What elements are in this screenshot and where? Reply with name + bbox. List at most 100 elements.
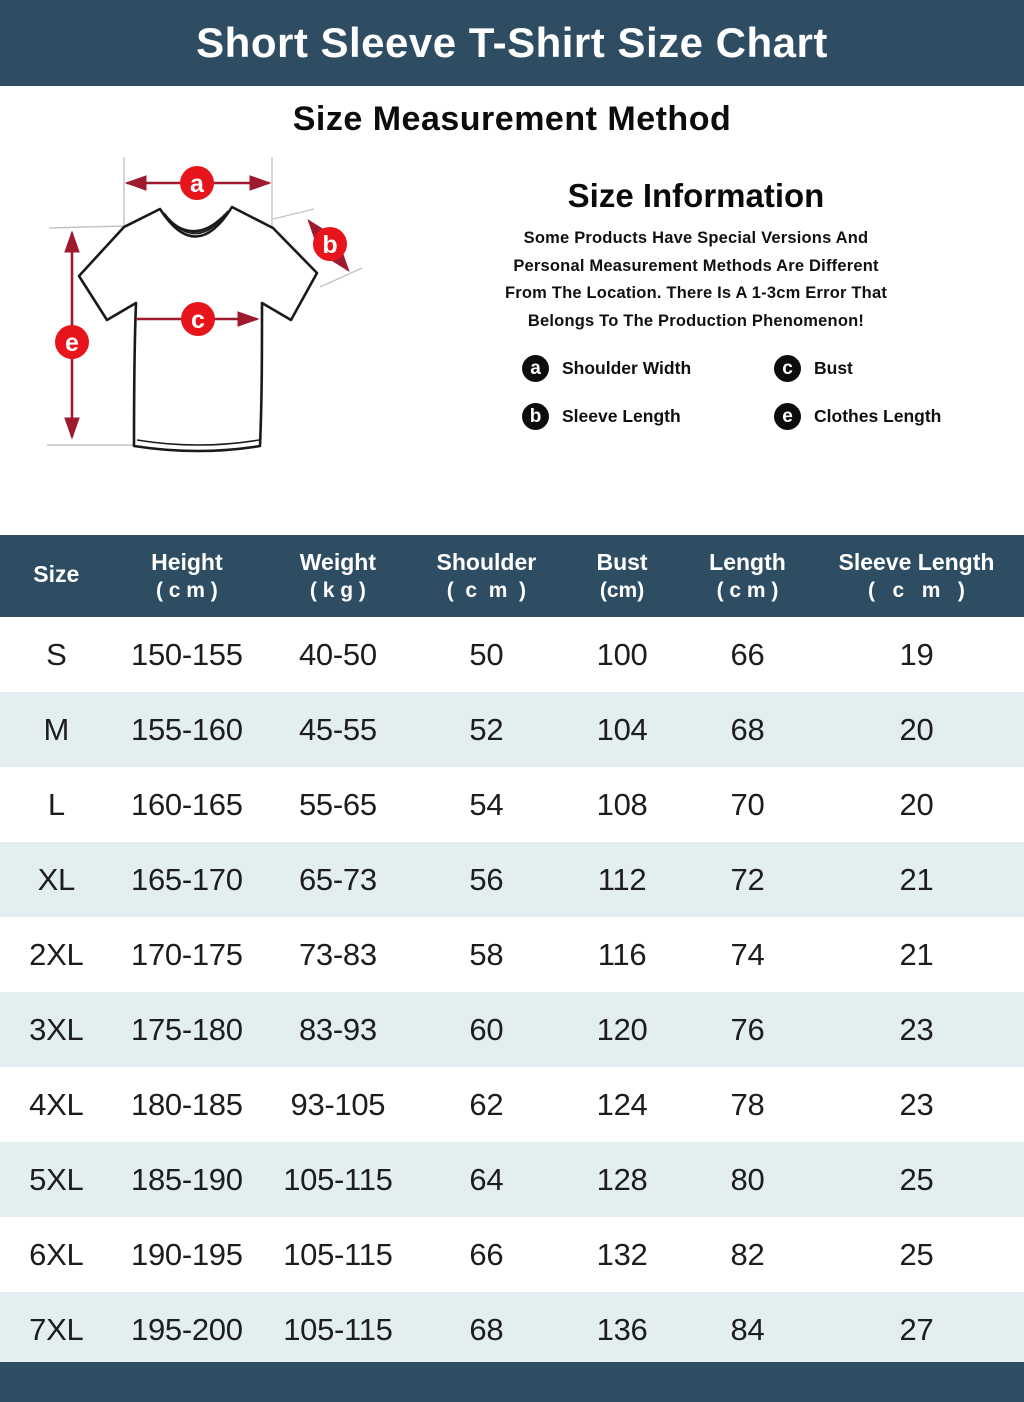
measurement-method-title: Size Measurement Method [292, 100, 732, 138]
title-banner: Short Sleeve T-Shirt Size Chart [0, 0, 1024, 86]
table-cell: 7XL [29, 1311, 84, 1347]
table-cell: 105-115 [283, 1236, 393, 1272]
marker-e-circle [55, 325, 89, 359]
table-cell: 27 [899, 1311, 934, 1347]
table-cell: 66 [730, 636, 765, 672]
legend-label: Bust [814, 358, 853, 378]
column-header-shoulder: Shoulder( c m ) [414, 535, 559, 617]
tshirt-diagram-container: a b c e [0, 139, 404, 535]
table-cell: 56 [469, 861, 504, 897]
table-cell: 190-195 [131, 1236, 243, 1272]
column-header-weight: Weight( k g ) [261, 535, 415, 617]
note-line: Personal Measurement Methods Are Differe… [513, 256, 879, 275]
table-cell: 23 [899, 1086, 934, 1122]
table-row: 5XL 185-190 105-115 64 128 80 25 [0, 1142, 1024, 1217]
table-row: 6XL 190-195 105-115 66 132 82 25 [0, 1217, 1024, 1292]
column-header-length: Length( c m ) [686, 535, 809, 617]
marker-b-label: b [322, 231, 337, 259]
table-cell: 5XL [29, 1161, 84, 1197]
legend-a-icon: a [522, 355, 549, 382]
table-cell: 175-180 [131, 1011, 243, 1047]
table-cell: 112 [597, 861, 647, 897]
guide-lines [47, 157, 363, 446]
legend-item-clothes-length: e Clothes Length [774, 403, 941, 430]
table-cell: 45-55 [298, 711, 377, 747]
table-cell: L [47, 786, 65, 822]
table-cell: 23 [899, 1011, 934, 1047]
legend-item-sleeve-length: b Sleeve Length [522, 403, 774, 430]
table-row: 2XL 170-175 73-83 58 116 74 21 [0, 917, 1024, 992]
table-cell: 55-65 [298, 786, 377, 822]
table-cell: 105-115 [283, 1311, 393, 1347]
table-cell: 25 [899, 1236, 934, 1272]
table-cell: 160-165 [131, 786, 243, 822]
table-cell: 83-93 [298, 1011, 377, 1047]
table-cell: 150-155 [131, 636, 243, 672]
marker-c-circle [181, 302, 215, 336]
marker-b-circle [313, 227, 347, 261]
table-cell: 72 [730, 861, 765, 897]
legend-label: Shoulder Width [562, 358, 692, 378]
table-cell: 185-190 [131, 1161, 243, 1197]
size-information-panel: Size Information Some Products Have Spec… [404, 139, 1024, 535]
table-cell: 19 [899, 636, 934, 672]
table-cell: 165-170 [131, 861, 243, 897]
table-cell: 20 [899, 711, 934, 747]
table-cell: 66 [469, 1236, 504, 1272]
table-cell: 84 [730, 1311, 765, 1347]
table-row: 7XL 195-200 105-115 68 136 84 27 [0, 1292, 1024, 1367]
table-cell: 54 [469, 786, 504, 822]
table-row: 4XL 180-185 93-105 62 124 78 23 [0, 1067, 1024, 1142]
legend-item-shoulder-width: a Shoulder Width [522, 355, 774, 382]
table-cell: 21 [899, 936, 934, 972]
table-cell: 93-105 [290, 1086, 386, 1122]
table-row: XL 165-170 65-73 56 112 72 21 [0, 842, 1024, 917]
table-cell: 104 [596, 711, 648, 747]
table-cell: 170-175 [131, 936, 243, 972]
column-header-bust: Bust (cm) [558, 535, 687, 617]
marker-e-label: e [65, 329, 79, 357]
legend-c-icon: c [774, 355, 801, 382]
table-cell: 50 [469, 636, 504, 672]
table-cell: 58 [469, 936, 504, 972]
marker-a-label: a [190, 170, 205, 198]
table-cell: XL [37, 861, 76, 897]
table-cell: 6XL [29, 1236, 84, 1272]
marker-c-label: c [191, 306, 205, 334]
table-cell: 20 [899, 786, 934, 822]
table-cell: 78 [730, 1086, 765, 1122]
footer-bar [0, 1362, 1024, 1402]
legend-b-icon: b [522, 403, 549, 430]
table-row: S 150-155 40-50 50 100 66 19 [0, 617, 1024, 692]
table-cell: 100 [596, 636, 648, 672]
size-information-title: Size Information [567, 177, 825, 214]
table-cell: 73-83 [298, 936, 377, 972]
legend-item-bust: c Bust [774, 355, 941, 382]
size-table: Size Height( c m ) Weight( k g ) Shoulde… [0, 535, 1024, 1367]
note-line: Belongs To The Production Phenomenon! [527, 311, 865, 330]
column-header-sleeve-length: Sleeve Length( c m ) [808, 535, 1024, 617]
table-cell: 132 [596, 1236, 648, 1272]
table-cell: 70 [730, 786, 765, 822]
table-cell: 124 [596, 1086, 648, 1122]
table-cell: 105-115 [283, 1161, 393, 1197]
table-cell: 80 [730, 1161, 765, 1197]
table-cell: 40-50 [298, 636, 377, 672]
table-cell: 120 [596, 1011, 648, 1047]
table-cell: 128 [596, 1161, 648, 1197]
table-cell: 76 [730, 1011, 765, 1047]
table-cell: 62 [469, 1086, 504, 1122]
table-cell: 108 [596, 786, 648, 822]
table-cell: 3XL [29, 1011, 84, 1047]
page-title: Short Sleeve T-Shirt Size Chart [196, 19, 828, 66]
table-cell: 68 [469, 1311, 504, 1347]
table-cell: 2XL [29, 936, 84, 972]
table-cell: M [43, 711, 70, 747]
table-row: L 160-165 55-65 54 108 70 20 [0, 767, 1024, 842]
size-table-body: S 150-155 40-50 50 100 66 19 M 155-160 45-55 52 104… [0, 617, 1024, 1367]
table-cell: 4XL [29, 1086, 84, 1122]
table-cell: 25 [899, 1161, 934, 1197]
table-cell: 68 [730, 711, 765, 747]
column-header-size: Size [0, 535, 113, 617]
